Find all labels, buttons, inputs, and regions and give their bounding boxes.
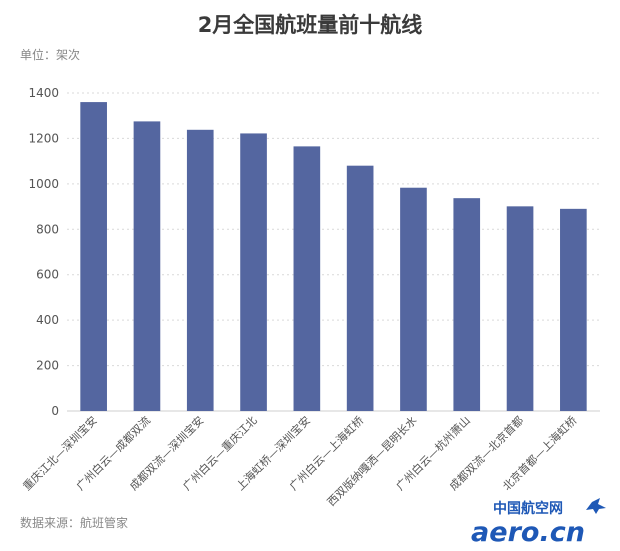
chart-title: 2月全国航班量前十航线 bbox=[198, 13, 423, 37]
unit-label: 单位：架次 bbox=[20, 47, 80, 62]
y-tick-label: 1200 bbox=[28, 131, 59, 145]
bar bbox=[80, 102, 107, 411]
y-tick-label: 800 bbox=[36, 222, 59, 236]
grid-lines bbox=[67, 92, 600, 367]
bar bbox=[453, 198, 481, 411]
plane-icon bbox=[586, 498, 606, 514]
bar bbox=[560, 208, 587, 411]
x-tick-label: 西双版纳嘎洒—昆明长水 bbox=[324, 413, 419, 508]
bar bbox=[293, 146, 321, 411]
y-tick-label: 1000 bbox=[28, 177, 59, 191]
bar bbox=[506, 206, 534, 411]
bar bbox=[240, 133, 267, 411]
bar bbox=[186, 129, 214, 411]
y-tick-label: 400 bbox=[36, 313, 59, 327]
y-tick-label: 1400 bbox=[28, 86, 59, 100]
bar bbox=[133, 121, 161, 412]
source-note: 数据来源：航班管家 bbox=[20, 515, 128, 530]
y-tick-label: 600 bbox=[36, 268, 59, 282]
bar bbox=[400, 187, 427, 411]
y-tick-label: 0 bbox=[51, 404, 59, 418]
x-axis-labels: 重庆江北—深圳宝安广州白云—成都双流成都双流—深圳宝安广州白云—重庆江北上海虹桥… bbox=[20, 413, 580, 508]
watermark-logo: 中国航空网 aero.cn bbox=[471, 498, 606, 548]
y-tick-label: 200 bbox=[36, 359, 59, 373]
watermark-brand-text: aero.cn bbox=[471, 517, 585, 548]
bar bbox=[346, 165, 374, 411]
bars bbox=[80, 102, 587, 412]
y-axis-ticks: 0 200 400 600 800 1000 1200 1400 bbox=[28, 86, 59, 418]
watermark-top-text: 中国航空网 bbox=[493, 500, 563, 517]
